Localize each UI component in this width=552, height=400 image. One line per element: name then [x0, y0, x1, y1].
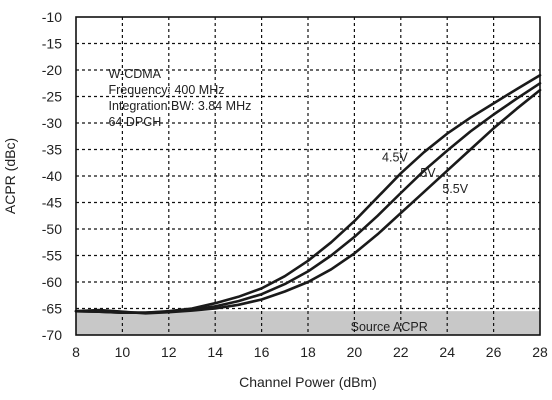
y-tick-label: -30: [42, 115, 62, 131]
annotation-line-1: W-CDMA: [108, 67, 161, 81]
annotation-line-2: Frequency: 400 MHz: [108, 83, 224, 97]
y-tick-label: -15: [42, 36, 62, 52]
y-tick-labels: -10 -15 -20 -25 -30 -35 -40 -45 -50 -55 -60 -65 -70: [42, 9, 62, 343]
x-tick-label: 22: [393, 344, 409, 360]
y-tick-label: -60: [42, 274, 62, 290]
y-tick-label: -65: [42, 301, 62, 317]
y-tick-label: -45: [42, 195, 62, 211]
x-tick-label: 18: [300, 344, 316, 360]
series-label-4-5v: 4.5V: [382, 151, 408, 165]
x-tick-labels: 8 10 12 14 16 18 20 22 24 26 28: [72, 344, 548, 360]
chart-annotation: W-CDMA Frequency: 400 MHz Integration BW…: [108, 67, 251, 129]
series-label-5-5v: 5.5V: [442, 182, 468, 196]
x-tick-label: 10: [115, 344, 131, 360]
y-tick-label: -70: [42, 327, 62, 343]
x-tick-label: 28: [532, 344, 548, 360]
annotation-line-4: 64 DPCH: [108, 115, 161, 129]
grid-lines: [76, 17, 540, 335]
series-lines: [74, 74, 542, 315]
series-labels: 4.5V 5V 5.5V: [382, 151, 469, 196]
y-tick-label: -10: [42, 9, 62, 25]
y-tick-label: -50: [42, 221, 62, 237]
y-tick-label: -35: [42, 142, 62, 158]
x-tick-label: 12: [161, 344, 177, 360]
x-tick-label: 14: [207, 344, 223, 360]
x-tick-label: 26: [486, 344, 502, 360]
annotation-line-3: Integration BW: 3.84 MHz: [108, 99, 251, 113]
y-axis-label: ACPR (dBc): [2, 138, 18, 214]
y-tick-label: -55: [42, 248, 62, 264]
x-tick-label: 20: [347, 344, 363, 360]
x-tick-label: 8: [72, 344, 80, 360]
plot-frame: [75, 16, 541, 336]
x-tick-label: 24: [439, 344, 455, 360]
x-tick-label: 16: [254, 344, 270, 360]
y-tick-label: -40: [42, 168, 62, 184]
series-line-2: [74, 88, 542, 315]
y-tick-label: -25: [42, 89, 62, 105]
x-axis-label: Channel Power (dBm): [239, 374, 377, 390]
series-label-5v: 5V: [420, 166, 436, 180]
y-tick-label: -20: [42, 62, 62, 78]
source-acpr-label: Source ACPR: [351, 320, 428, 334]
